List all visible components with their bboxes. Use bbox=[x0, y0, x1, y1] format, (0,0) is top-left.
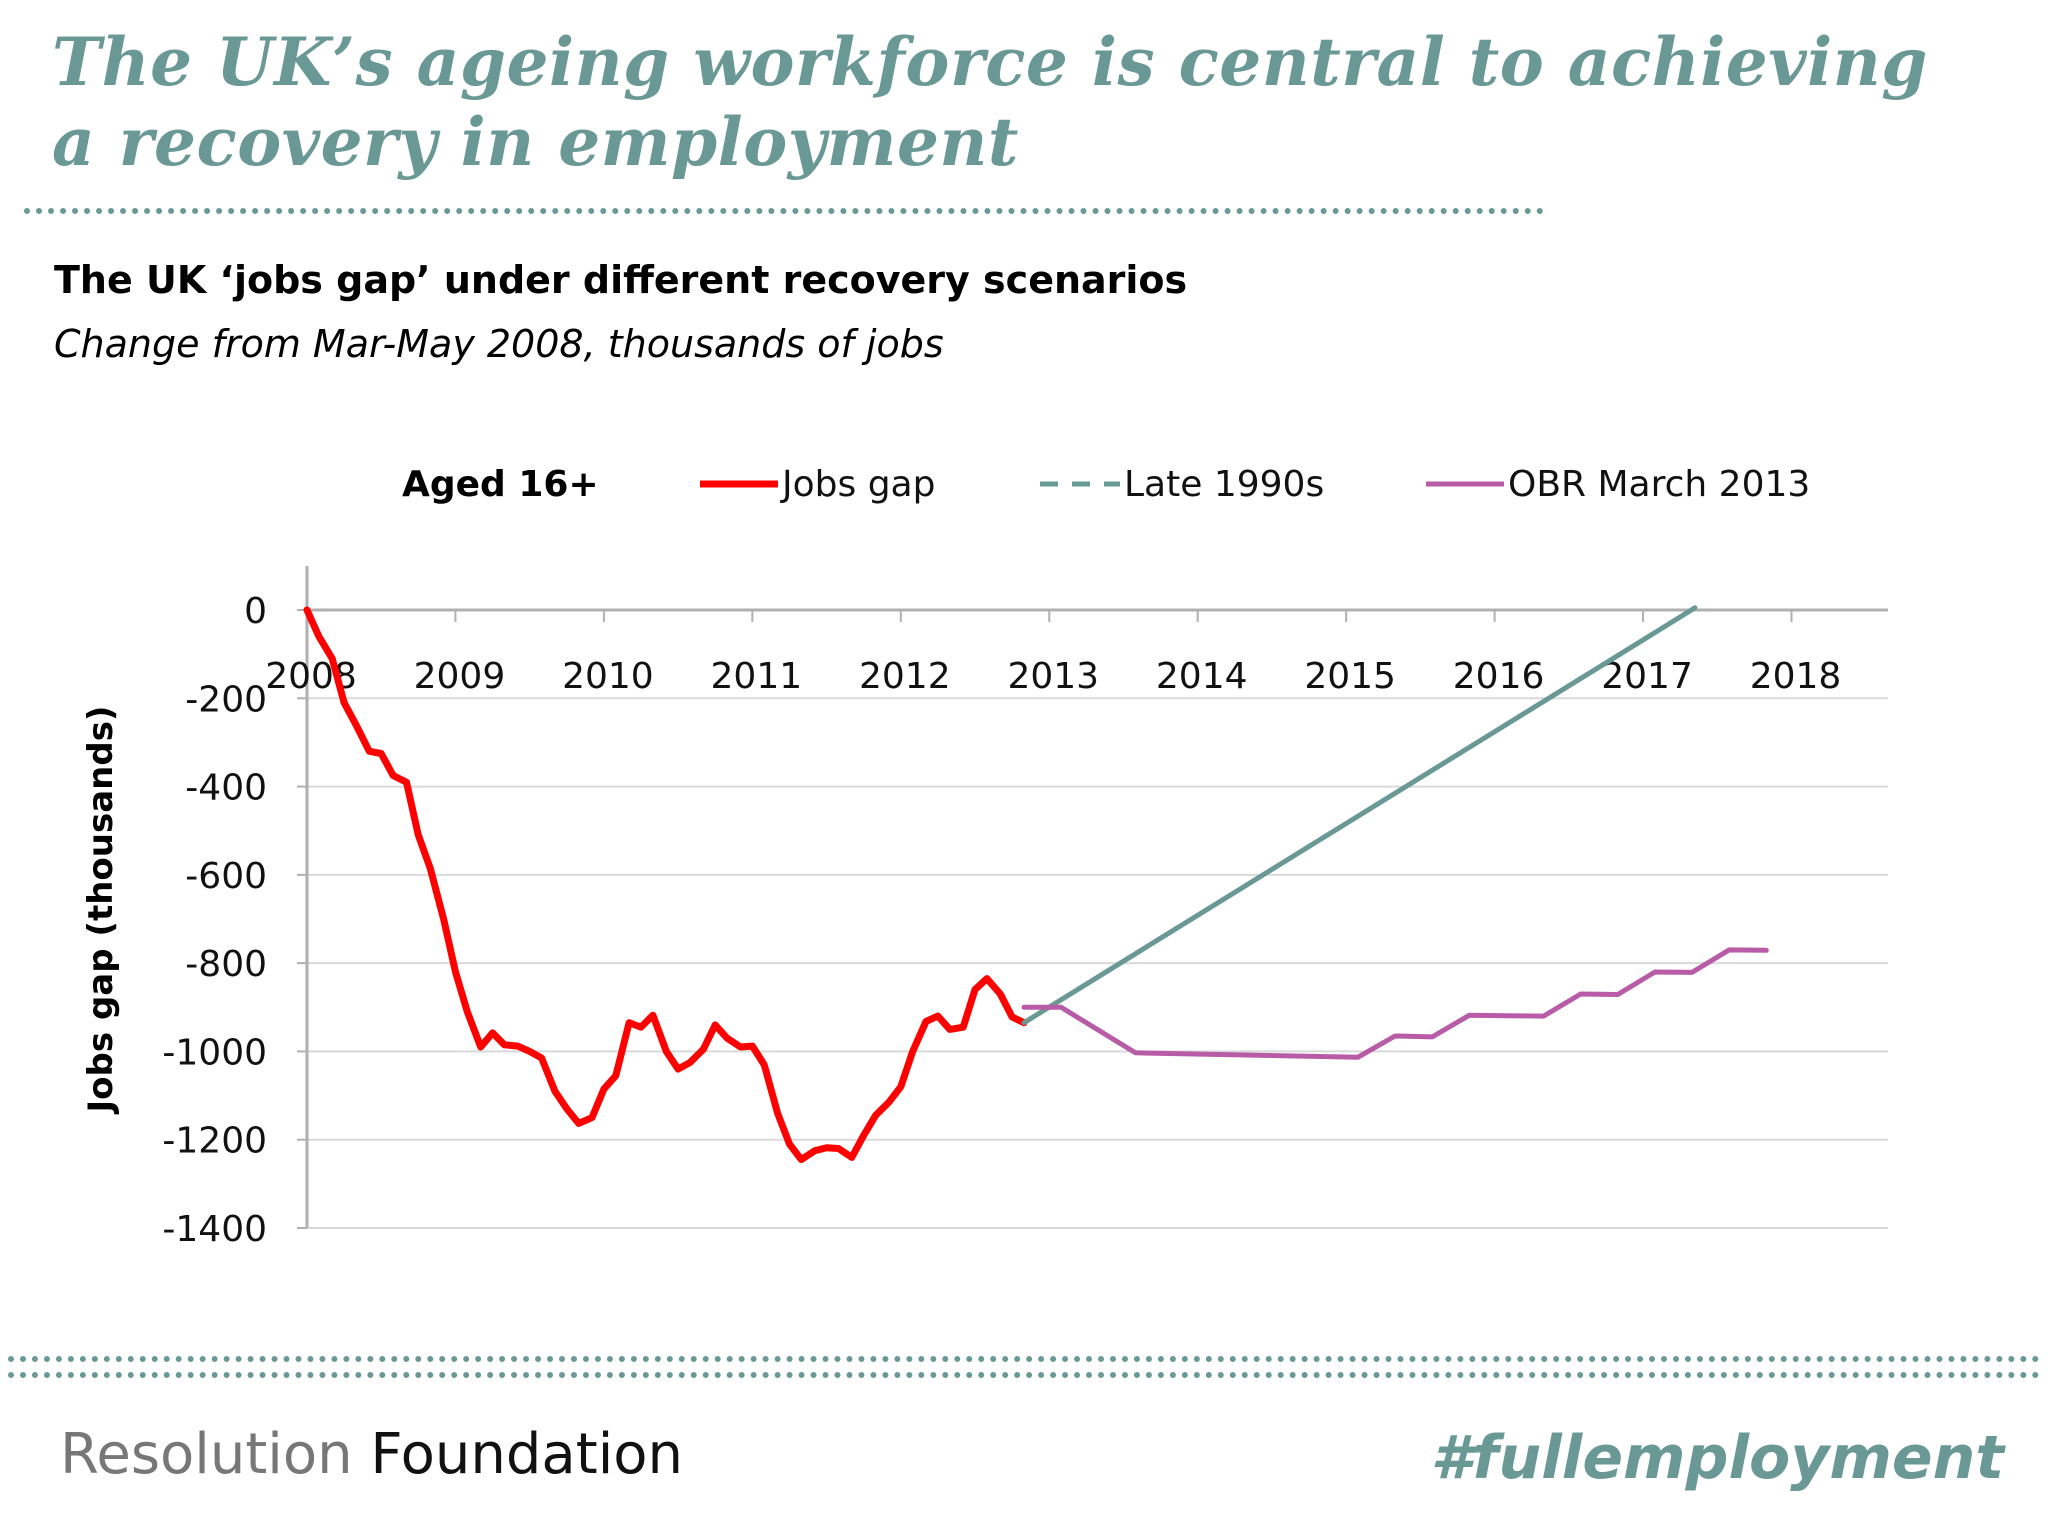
y-tick-label: -800 bbox=[185, 944, 267, 985]
x-tick-label: 2011 bbox=[711, 656, 803, 697]
x-tick-label: 2015 bbox=[1304, 656, 1396, 697]
x-tick-label: 2010 bbox=[562, 656, 654, 697]
late-1990s-line bbox=[1021, 605, 1698, 1026]
y-tick-label: -400 bbox=[185, 768, 267, 809]
y-axis-tick-labels: 0 -200 -400 -600 -800 -1000 -1200 -1400 bbox=[162, 591, 267, 1250]
slide-title: The UK’s ageing workforce is central to … bbox=[52, 23, 1928, 181]
y-axis-label: Jobs gap (thousands) bbox=[81, 706, 121, 1115]
resolution-foundation-logo: Resolution Foundation bbox=[60, 1420, 683, 1490]
x-tick-label: 2009 bbox=[414, 656, 506, 697]
chart-series bbox=[303, 605, 1769, 1164]
x-tick-label: 2014 bbox=[1156, 656, 1248, 697]
chart-legend: Aged 16+ Jobs gap Late 1990s OBR March 2… bbox=[402, 464, 1810, 505]
obr-march-2013-line bbox=[1021, 947, 1769, 1060]
jobs-gap-line bbox=[303, 606, 1028, 1164]
x-tick-label: 2017 bbox=[1601, 656, 1693, 697]
legend-late-1990s-label: Late 1990s bbox=[1124, 464, 1324, 505]
y-tick-label: -1200 bbox=[162, 1121, 267, 1162]
x-tick-label: 2013 bbox=[1007, 656, 1099, 697]
y-tick-label: 0 bbox=[244, 591, 267, 632]
brand-name-dark: Foundation bbox=[370, 1422, 683, 1487]
x-axis-tick-labels: 2008 2009 2010 2011 2012 2013 2014 2015 2016 2017… bbox=[265, 656, 1841, 697]
y-tick-label: -200 bbox=[185, 679, 267, 720]
legend-jobs-gap-label: Jobs gap bbox=[780, 464, 935, 505]
y-tick-label: -1400 bbox=[162, 1209, 267, 1250]
y-gridlines bbox=[297, 608, 1888, 1229]
chart-title: The UK ‘jobs gap’ under different recove… bbox=[54, 258, 1188, 302]
x-tick-label: 2018 bbox=[1750, 656, 1842, 697]
x-tick-label: 2012 bbox=[859, 656, 951, 697]
chart-axes bbox=[305, 566, 1793, 1228]
top-dotted-divider bbox=[24, 208, 1544, 214]
legend-group-label: Aged 16+ bbox=[402, 464, 599, 505]
y-tick-label: -1000 bbox=[162, 1032, 267, 1073]
bottom-dotted-divider bbox=[8, 1356, 2040, 1362]
jobs-gap-chart: Aged 16+ Jobs gap Late 1990s OBR March 2… bbox=[81, 464, 1888, 1250]
y-tick-label: -600 bbox=[185, 856, 267, 897]
bottom-dotted-divider-2 bbox=[8, 1372, 2040, 1378]
legend-obr-label: OBR March 2013 bbox=[1508, 464, 1810, 505]
chart-subtitle: Change from Mar-May 2008, thousands of j… bbox=[54, 322, 944, 366]
x-tick-label: 2016 bbox=[1453, 656, 1545, 697]
brand-name-light: Resolution bbox=[60, 1422, 371, 1487]
hashtag: #fullemployment bbox=[1430, 1423, 2004, 1493]
